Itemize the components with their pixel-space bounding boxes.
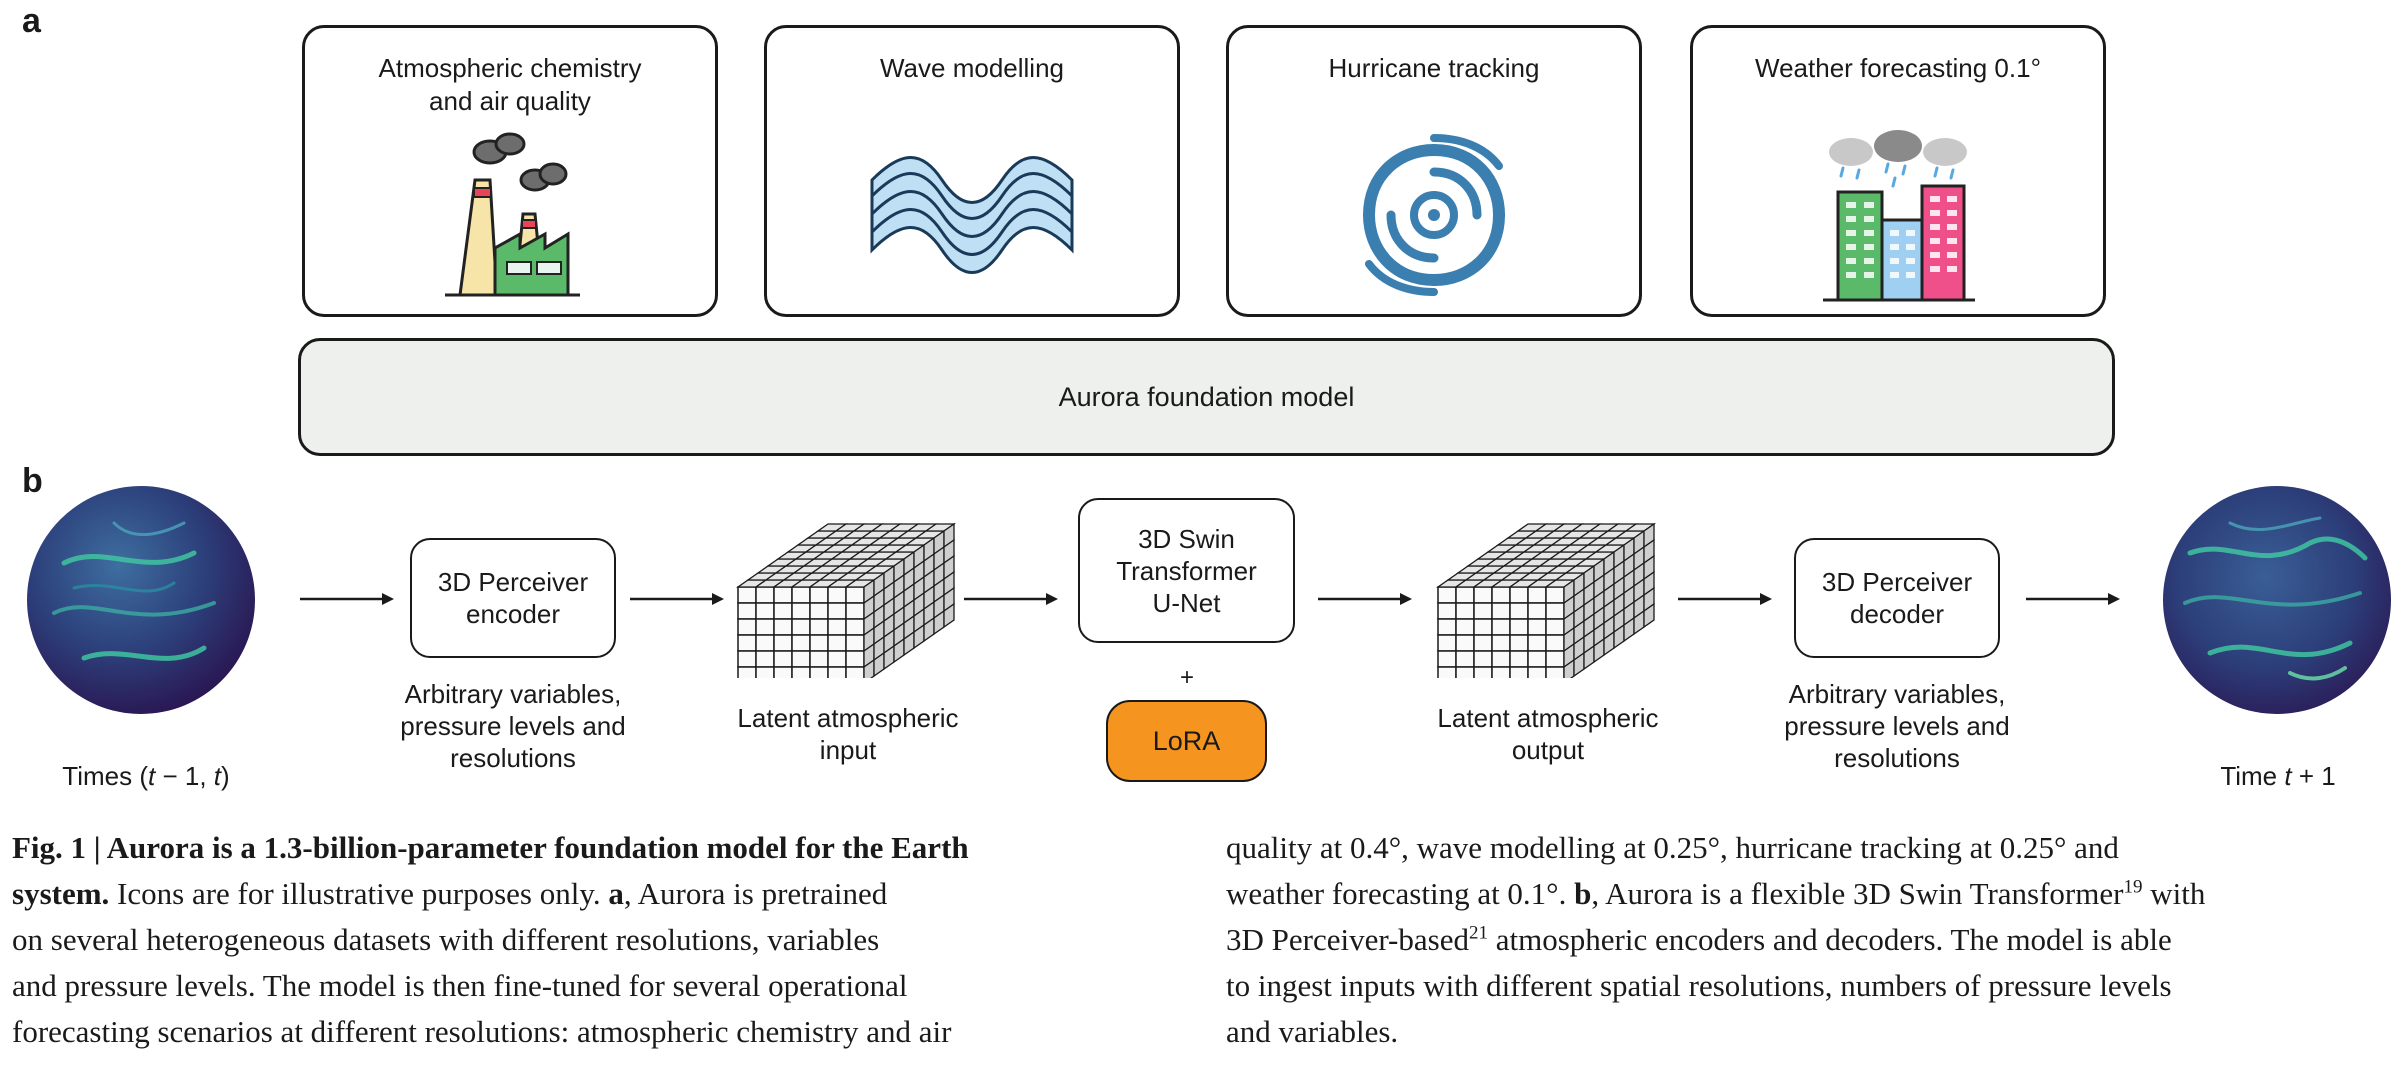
figure-title: Aurora is a 1.3-billion-parameter founda… <box>106 830 969 865</box>
foundation-model-label: Aurora foundation model <box>1058 381 1355 412</box>
panel-label-b: b <box>22 462 43 500</box>
lora-label: LoRA <box>1152 725 1221 756</box>
latent-input-grid <box>735 522 957 678</box>
latent-output-grid <box>1435 522 1657 678</box>
foundation-model-box: Aurora foundation model <box>298 338 2115 456</box>
input-globe-image <box>27 486 255 714</box>
latent-output-label: Latent atmospheric output <box>1437 703 1659 765</box>
task-box-hurricane-tracking: Hurricane tracking <box>1226 25 1642 317</box>
arrow-right <box>630 593 724 605</box>
caption-left-column: Fig. 1 | Aurora is a 1.3-billion-paramet… <box>12 830 969 1049</box>
figure-title: system. <box>12 876 110 911</box>
factory-icon <box>305 130 715 300</box>
output-globe-image <box>2163 486 2391 714</box>
latent-input-label: Latent atmospheric input <box>737 703 959 765</box>
hurricane-icon <box>1229 130 1639 300</box>
task-box-wave-modelling: Wave modelling <box>764 25 1180 317</box>
city-rain-icon <box>1693 130 2103 302</box>
task-title: Atmospheric chemistry and air quality <box>378 53 642 116</box>
perceiver-encoder-box: 3D Perceiver encoder <box>410 538 616 658</box>
lora-box: LoRA <box>1106 700 1267 782</box>
panel-label-a: a <box>22 2 41 40</box>
arrow-right <box>1318 593 1412 605</box>
plus-sign: + <box>1179 664 1194 691</box>
task-box-weather-forecasting: Weather forecasting 0.1° <box>1690 25 2106 317</box>
arrow-right <box>1678 593 1772 605</box>
swin-transformer-box: 3D Swin Transformer U-Net <box>1078 498 1295 643</box>
wave-icon <box>767 130 1177 300</box>
input-times-label: Times (t − 1, t) <box>62 761 230 791</box>
perceiver-decoder-box: 3D Perceiver decoder <box>1794 538 2000 658</box>
encoder-caption: Arbitrary variables, pressure levels and… <box>400 679 626 773</box>
figure-label: Fig. 1 | <box>12 830 107 865</box>
task-title: Hurricane tracking <box>1328 53 1540 83</box>
output-time-label: Time t + 1 <box>2220 761 2336 791</box>
decoder-caption: Arbitrary variables, pressure levels and… <box>1784 679 2010 773</box>
caption-right-column: quality at 0.4°, wave modelling at 0.25°… <box>1226 830 2206 1049</box>
arrow-right <box>2026 593 2120 605</box>
arrow-right <box>964 593 1058 605</box>
task-title: Weather forecasting 0.1° <box>1755 53 2041 83</box>
task-title: Wave modelling <box>879 53 1064 83</box>
task-box-air-quality: Atmospheric chemistry and air quality <box>302 25 718 317</box>
arrow-right <box>300 593 394 605</box>
